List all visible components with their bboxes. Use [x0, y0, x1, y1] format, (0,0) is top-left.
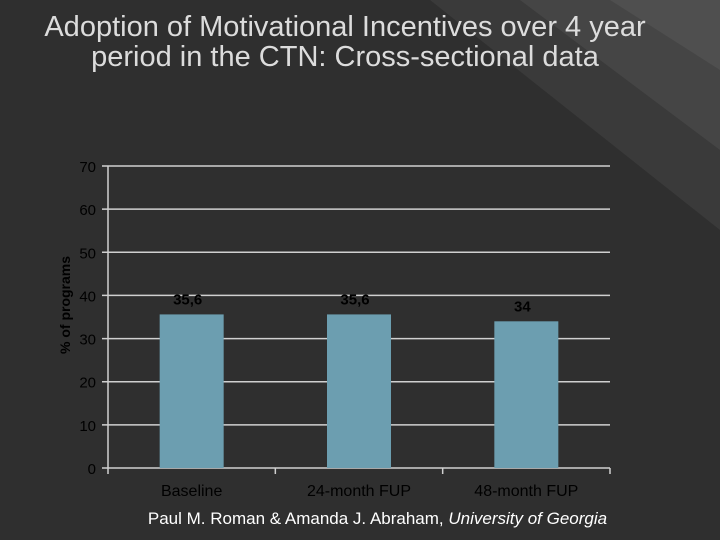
labels: 0 10 20 30 40 50 60 70 35,6 Baseline 35,6 24-month …: [79, 159, 578, 500]
footer-affiliation: University of Georgia: [448, 509, 608, 528]
y-tick-label: 40: [79, 288, 96, 305]
bar-2: [494, 321, 559, 468]
y-tick-label: 50: [79, 245, 96, 262]
bar-1: [327, 314, 391, 468]
y-tick-label: 20: [79, 375, 96, 392]
y-tick-label: 60: [79, 202, 96, 219]
y-tick-label: 70: [79, 159, 96, 176]
footer-authors: Paul M. Roman & Amanda J. Abraham,: [147, 509, 449, 528]
x-tick-label: Baseline: [161, 483, 222, 500]
x-tick-label: 24-month FUP: [307, 483, 411, 500]
axes: [107, 166, 611, 474]
y-axis-label: % of programs: [57, 256, 73, 354]
data-label: 34: [514, 298, 531, 315]
bar-0: [159, 314, 224, 468]
x-tick-label: 48-month FUP: [474, 483, 578, 500]
y-tick-label: 30: [79, 332, 96, 349]
data-label: 35,6: [173, 291, 202, 308]
footer-credit: Paul M. Roman & Amanda J. Abraham, Unive…: [0, 509, 720, 529]
chart-title: Adoption of Motivational Incentives over…: [44, 11, 646, 73]
bars: [159, 314, 559, 468]
y-tick-label: 10: [79, 418, 96, 435]
data-label: 35,6: [340, 291, 369, 308]
y-tick-label: 0: [88, 461, 96, 478]
